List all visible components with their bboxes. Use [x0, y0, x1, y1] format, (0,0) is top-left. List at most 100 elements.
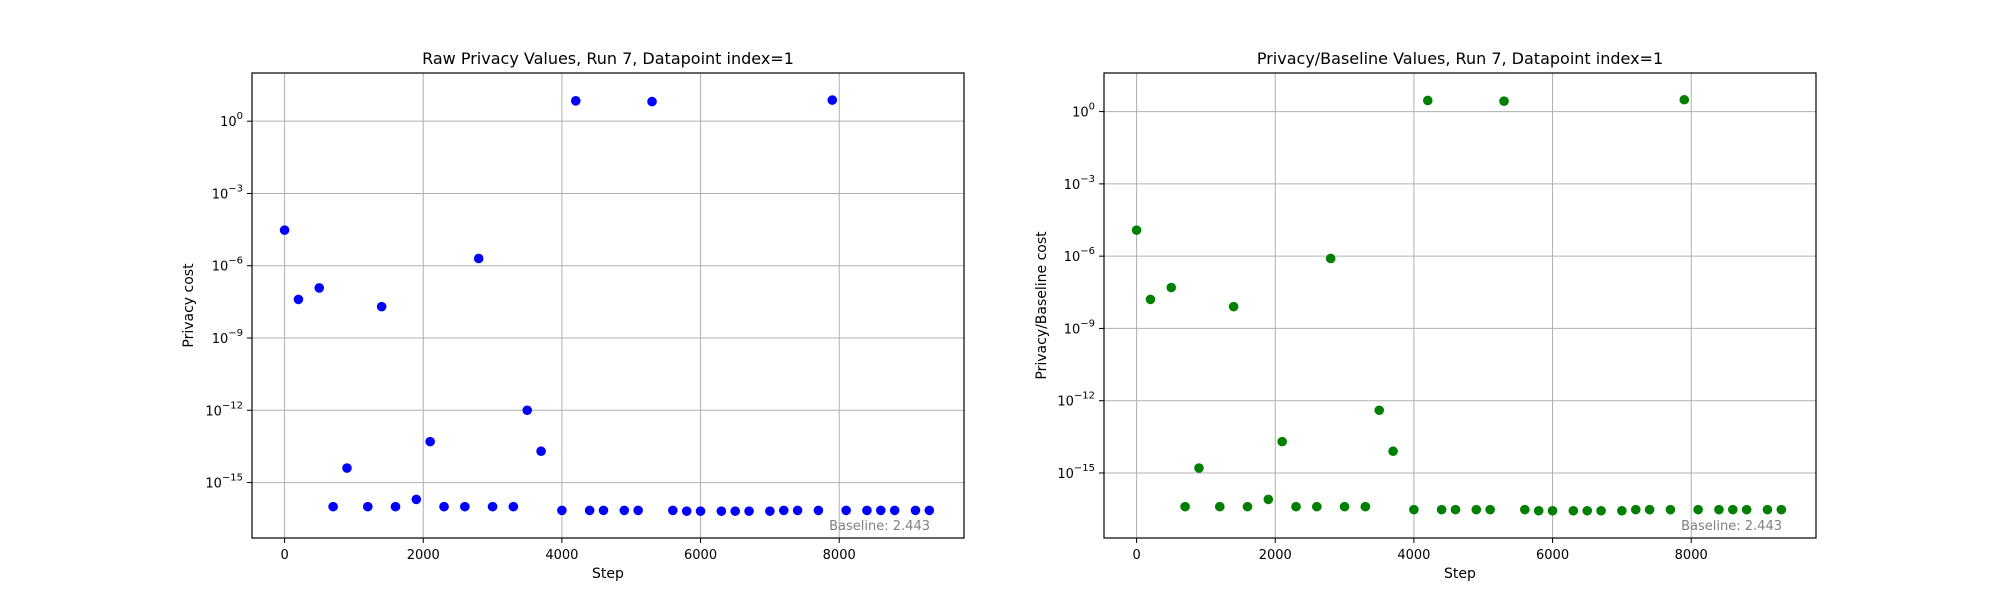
left-chart-raw-privacy: 0 2000 4000 6000 8000 10−15 10−12 10−9 10−6 10−3 1… [181, 49, 965, 582]
left-data-point [765, 506, 775, 516]
right-data-point [1242, 501, 1253, 512]
right-data-point [1409, 504, 1419, 515]
right-y-tick-label: 10−3 [1064, 174, 1095, 193]
left-data-point [411, 494, 422, 505]
left-data-point [862, 505, 872, 516]
left-y-tick-label: 10−6 [212, 256, 243, 275]
right-data-point [1145, 294, 1156, 305]
right-data-point [1693, 504, 1703, 515]
right-x-tick-label: 2000 [1259, 548, 1292, 563]
right-data-point [1263, 494, 1274, 505]
right-data-point [1679, 94, 1690, 105]
left-data-point [827, 95, 838, 105]
left-y-tick-label: 100 [220, 111, 243, 130]
left-data-point [328, 501, 338, 512]
left-data-point [557, 505, 567, 516]
right-data-point [1166, 282, 1177, 293]
right-x-tick-label: 8000 [1675, 548, 1708, 563]
right-data-point [1325, 253, 1336, 264]
right-y-tick-label: 100 [1072, 102, 1095, 121]
right-data-point [1339, 501, 1350, 512]
right-data-point [1277, 436, 1287, 447]
right-scatter-points [1131, 94, 1787, 516]
right-data-point [1762, 504, 1773, 515]
right-data-point [1728, 504, 1738, 515]
right-data-point [1180, 501, 1190, 512]
right-data-point [1228, 301, 1239, 312]
right-data-point [1360, 501, 1371, 512]
left-data-point [813, 505, 824, 516]
left-data-point [910, 505, 921, 516]
left-data-point [598, 505, 609, 516]
left-data-point [681, 506, 692, 516]
right-data-point [1630, 504, 1641, 515]
left-data-point [439, 501, 449, 512]
left-data-point [889, 505, 900, 516]
right-data-point [1644, 504, 1655, 515]
right-data-point [1374, 405, 1385, 416]
left-y-tick-label: 10−3 [212, 183, 243, 202]
right-data-point [1485, 504, 1495, 515]
right-y-tick-label: 10−15 [1057, 463, 1095, 482]
right-y-tick-label: 10−9 [1064, 318, 1095, 337]
left-data-point [425, 436, 435, 447]
right-x-tick-label: 4000 [1397, 548, 1430, 563]
right-data-point [1131, 225, 1142, 235]
left-chart-title: Raw Privacy Values, Run 7, Datapoint ind… [422, 49, 794, 68]
right-data-point [1533, 505, 1544, 516]
left-data-point [792, 505, 803, 516]
left-baseline-annotation: Baseline: 2.443 [829, 519, 930, 534]
left-x-tick-label: 2000 [407, 548, 440, 563]
left-y-tick-label: 10−9 [212, 328, 243, 347]
right-data-point [1776, 504, 1787, 515]
left-data-point [536, 446, 546, 457]
left-data-point [647, 96, 657, 107]
left-axis-ticks: 0 2000 4000 6000 8000 10−15 10−12 10−9 10−6 10−3 1… [205, 111, 855, 563]
left-y-tick-label: 10−12 [205, 400, 243, 419]
left-x-tick-label: 0 [280, 548, 288, 563]
left-x-axis-label: Step [592, 566, 624, 582]
left-data-point [778, 505, 789, 516]
left-data-point [570, 96, 581, 106]
left-data-point [487, 501, 498, 512]
right-data-point [1388, 446, 1398, 457]
left-data-point [508, 501, 519, 512]
left-data-point [841, 505, 851, 516]
left-data-point [695, 506, 706, 516]
left-x-tick-label: 8000 [823, 548, 856, 563]
right-data-point [1471, 504, 1482, 515]
right-data-point [1520, 504, 1530, 515]
left-data-point [460, 501, 470, 512]
right-grid [1104, 73, 1816, 538]
left-x-tick-label: 4000 [545, 548, 578, 563]
right-y-tick-label: 10−6 [1064, 246, 1095, 265]
left-data-point [279, 225, 290, 235]
left-data-point [584, 505, 595, 516]
right-data-point [1547, 505, 1558, 516]
right-data-point [1714, 504, 1724, 515]
left-data-point [362, 501, 373, 512]
right-data-point [1312, 501, 1322, 512]
left-data-point [293, 294, 304, 305]
right-data-point [1665, 504, 1676, 515]
left-data-point [619, 505, 630, 516]
right-x-axis-label: Step [1444, 566, 1476, 582]
right-x-tick-label: 0 [1132, 548, 1140, 563]
left-data-point [744, 506, 754, 516]
right-data-point [1596, 505, 1606, 516]
left-data-point [633, 505, 643, 516]
right-data-point [1214, 501, 1225, 512]
right-data-point [1741, 504, 1752, 515]
right-plot-frame [1103, 72, 1817, 539]
right-chart-title: Privacy/Baseline Values, Run 7, Datapoin… [1257, 49, 1663, 68]
left-data-point [342, 463, 352, 473]
left-data-point [522, 405, 533, 416]
right-data-point [1422, 95, 1433, 106]
right-y-tick-label: 10−12 [1057, 391, 1095, 410]
right-axis-ticks: 0 2000 4000 6000 8000 10−15 10−12 10−9 10−6 10−3 1… [1057, 102, 1707, 563]
right-data-point [1291, 501, 1301, 512]
left-grid [252, 73, 964, 538]
left-data-point [716, 506, 727, 516]
right-data-point [1499, 96, 1509, 107]
